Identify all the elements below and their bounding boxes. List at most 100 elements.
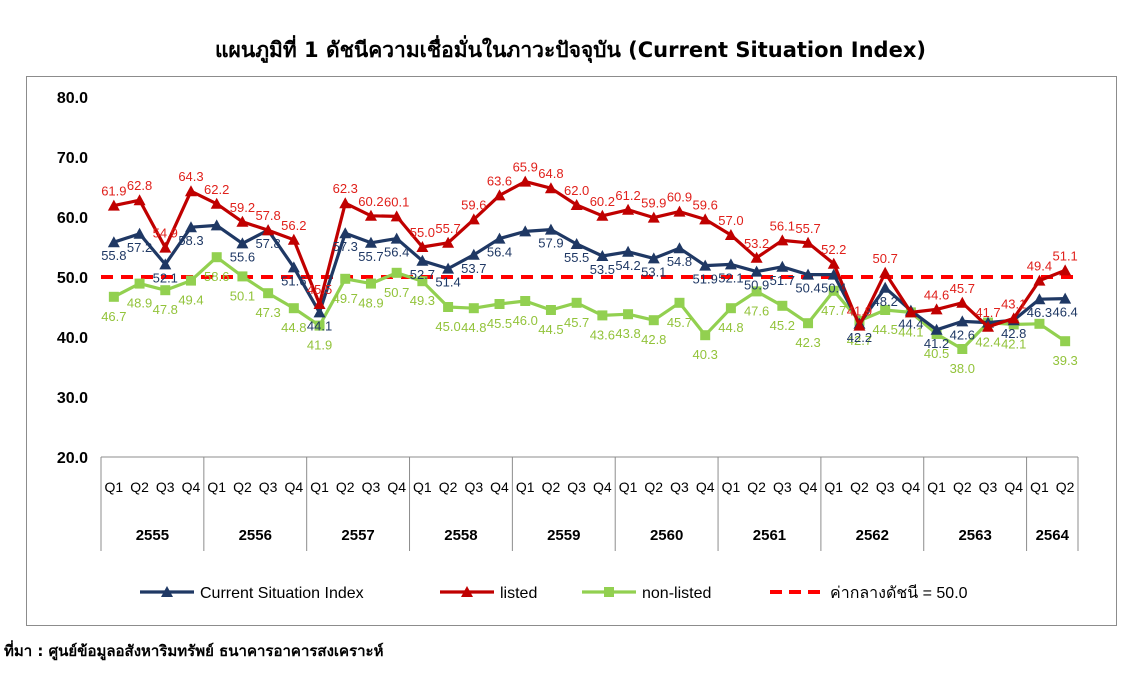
data-point bbox=[339, 197, 352, 209]
data-label: 47.7 bbox=[821, 303, 846, 318]
year-label: 2558 bbox=[444, 527, 477, 544]
data-point bbox=[570, 238, 583, 249]
x-tick-label: Q3 bbox=[362, 479, 381, 495]
data-point bbox=[262, 224, 275, 236]
x-tick-label: Q1 bbox=[927, 479, 946, 495]
x-tick-label: Q1 bbox=[105, 479, 124, 495]
data-label: 58.6 bbox=[204, 269, 229, 284]
data-label: 38.0 bbox=[950, 361, 975, 376]
data-point bbox=[1034, 318, 1045, 329]
data-label: 62.0 bbox=[564, 183, 589, 198]
data-label: 61.9 bbox=[101, 184, 126, 199]
x-tick-label: Q3 bbox=[670, 479, 689, 495]
x-tick-label: Q4 bbox=[387, 479, 406, 495]
x-tick-label: Q1 bbox=[310, 479, 329, 495]
data-point bbox=[467, 248, 480, 260]
data-label: 55.7 bbox=[795, 221, 820, 236]
data-label: 58.3 bbox=[178, 233, 203, 248]
data-point bbox=[597, 310, 608, 321]
data-point bbox=[314, 320, 325, 331]
series-line bbox=[113, 180, 1066, 329]
data-label: 64.3 bbox=[178, 169, 203, 184]
x-tick-label: Q3 bbox=[876, 479, 895, 495]
data-label: 42.2 bbox=[847, 330, 872, 345]
year-label: 2561 bbox=[753, 527, 786, 544]
x-tick-label: Q2 bbox=[1056, 479, 1075, 495]
data-point bbox=[1060, 336, 1071, 347]
data-label: 42.1 bbox=[1001, 336, 1026, 351]
year-label: 2563 bbox=[958, 527, 991, 544]
data-label: 51.6 bbox=[281, 273, 306, 288]
data-point bbox=[570, 199, 583, 210]
data-label: 63.6 bbox=[487, 173, 512, 188]
data-point bbox=[467, 213, 480, 225]
data-point bbox=[390, 232, 403, 244]
data-point bbox=[673, 205, 686, 217]
data-label: 41.7 bbox=[975, 305, 1000, 320]
data-point bbox=[622, 203, 635, 215]
data-point bbox=[391, 267, 402, 278]
data-point bbox=[210, 219, 223, 231]
legend-marker bbox=[461, 586, 473, 597]
data-point bbox=[724, 258, 737, 270]
x-tick-label: Q1 bbox=[1030, 479, 1049, 495]
legend-marker bbox=[604, 587, 614, 597]
data-point bbox=[622, 245, 635, 257]
data-label: 53.7 bbox=[461, 261, 486, 276]
x-tick-label: Q1 bbox=[413, 479, 432, 495]
data-label: 46.3 bbox=[1027, 305, 1052, 320]
data-label: 45.7 bbox=[667, 315, 692, 330]
legend-label: Current Situation Index bbox=[200, 585, 364, 602]
data-label: 57.8 bbox=[255, 236, 280, 251]
data-point bbox=[596, 209, 609, 221]
year-label: 2559 bbox=[547, 527, 580, 544]
year-label: 2564 bbox=[1036, 527, 1070, 544]
data-label: 45.5 bbox=[487, 316, 512, 331]
data-point bbox=[107, 199, 120, 211]
data-label: 52.1 bbox=[718, 270, 743, 285]
y-tick-label: 80.0 bbox=[57, 90, 88, 107]
data-label: 44.5 bbox=[873, 322, 898, 337]
data-label: 54.2 bbox=[615, 258, 640, 273]
data-point bbox=[544, 223, 557, 235]
data-label: 60.9 bbox=[667, 190, 692, 205]
data-point bbox=[827, 257, 840, 269]
legend-label: ค่ากลางดัชนี = 50.0 bbox=[830, 584, 968, 602]
data-label: 39.3 bbox=[1052, 353, 1077, 368]
data-label: 45.2 bbox=[770, 318, 795, 333]
data-label: 62.2 bbox=[204, 182, 229, 197]
x-tick-label: Q3 bbox=[464, 479, 483, 495]
data-label: 60.2 bbox=[358, 194, 383, 209]
data-point bbox=[442, 262, 455, 274]
data-label: 50.7 bbox=[873, 251, 898, 266]
data-point bbox=[288, 303, 299, 314]
data-label: 61.2 bbox=[615, 188, 640, 203]
data-label: 57.8 bbox=[255, 208, 280, 223]
chart-title: แผนภูมิที่ 1 ดัชนีความเชื่อมั่นในภาวะปัจ… bbox=[215, 38, 926, 62]
data-label: 47.8 bbox=[153, 302, 178, 317]
legend-marker bbox=[161, 586, 173, 597]
x-tick-label: Q2 bbox=[644, 479, 663, 495]
data-point bbox=[623, 309, 634, 320]
data-point bbox=[544, 182, 557, 194]
data-label: 49.7 bbox=[333, 291, 358, 306]
data-point bbox=[210, 197, 223, 209]
y-tick-label: 70.0 bbox=[57, 150, 88, 167]
data-label: 57.3 bbox=[333, 239, 358, 254]
year-label: 2556 bbox=[239, 527, 272, 544]
x-tick-label: Q4 bbox=[902, 479, 921, 495]
x-tick-label: Q1 bbox=[207, 479, 226, 495]
data-label: 48.9 bbox=[358, 296, 383, 311]
data-point bbox=[133, 194, 146, 206]
data-point bbox=[750, 265, 763, 277]
data-point bbox=[700, 330, 711, 341]
data-point bbox=[340, 273, 351, 284]
data-point bbox=[803, 318, 814, 329]
x-tick-label: Q2 bbox=[542, 479, 561, 495]
data-point bbox=[879, 281, 892, 293]
data-label: 41.9 bbox=[847, 304, 872, 319]
data-label: 49.3 bbox=[410, 293, 435, 308]
data-point bbox=[263, 288, 274, 299]
data-label: 51.4 bbox=[435, 275, 460, 290]
